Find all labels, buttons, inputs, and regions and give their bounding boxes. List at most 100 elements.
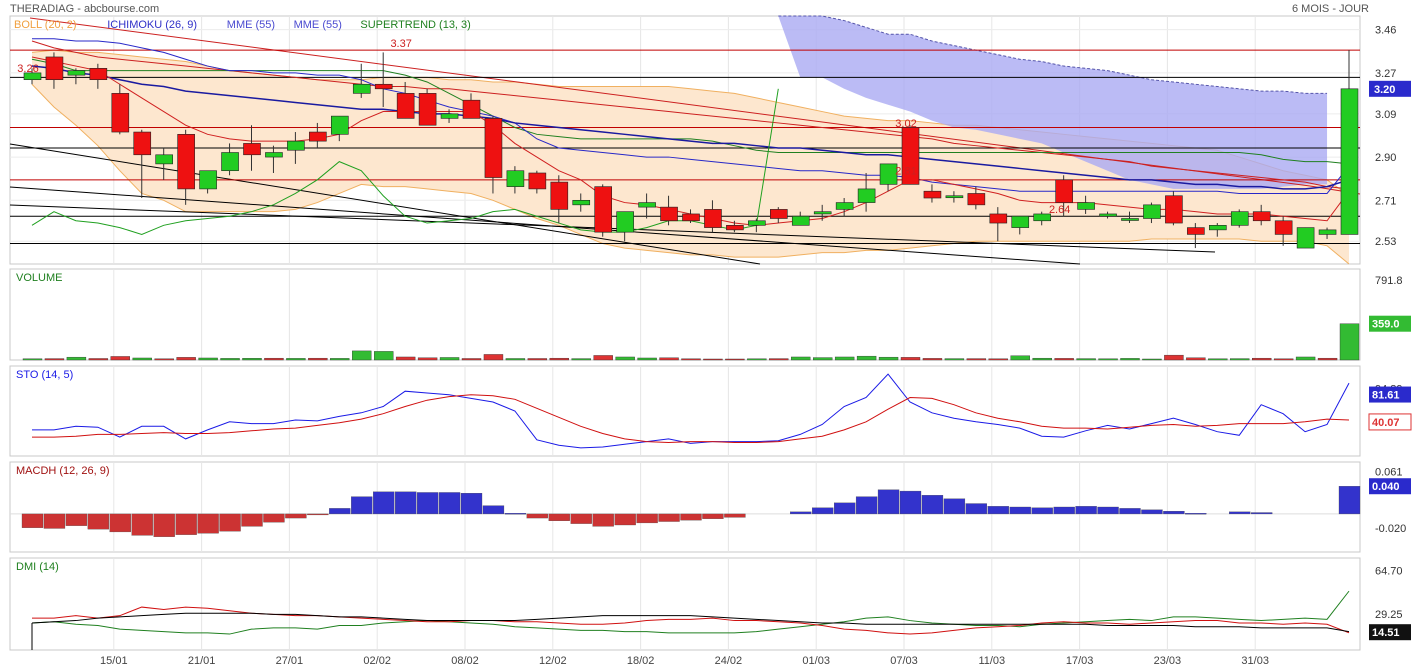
volume-bar (417, 357, 438, 361)
candle-body (791, 215, 810, 226)
macd-histogram-bar (570, 513, 592, 524)
x-tick-label: 02/02 (363, 655, 391, 667)
panel-frame-macd (9, 461, 1361, 553)
macd-histogram-bar (548, 513, 570, 521)
macd-histogram-bar (1097, 506, 1119, 515)
macd-badge (1369, 478, 1411, 495)
volume-bar (791, 356, 811, 361)
volume-bar (242, 358, 262, 361)
x-tick-label: 01/03 (802, 655, 830, 667)
y-tick-label: 64.70 (1375, 566, 1403, 578)
volume-bar (813, 357, 833, 361)
volume-bar (703, 358, 723, 361)
trendline-3 (9, 204, 1216, 253)
macd-histogram-bar (329, 508, 351, 515)
candle-body (177, 134, 195, 190)
y-tick-label: -0.020 (1375, 523, 1406, 535)
candle-body (638, 202, 656, 208)
candle-body (923, 190, 942, 199)
volume-bar (154, 358, 174, 361)
macd-histogram-bar (416, 492, 439, 515)
panel-frame-volume (9, 268, 1361, 361)
volume-bar (132, 357, 152, 361)
candle-body (769, 209, 788, 219)
volume-bar (1142, 358, 1162, 361)
y-tick-label: 2.90 (1375, 152, 1396, 164)
macd-histogram-bar (109, 513, 131, 533)
volume-bar (1032, 357, 1052, 361)
sto-badge (1369, 386, 1411, 403)
y-tick-label: 2.53 (1375, 236, 1396, 248)
macd-histogram-bar (790, 511, 812, 515)
macd-histogram-bar (21, 513, 44, 528)
candle-body (133, 131, 152, 156)
candle-body (967, 193, 986, 206)
volume-bar (110, 356, 131, 361)
candle-body (45, 56, 64, 81)
sto-badge (1368, 413, 1412, 431)
macd-histogram-bar (965, 503, 987, 515)
sto-line-1 (32, 394, 1350, 444)
macd-histogram-bar (724, 513, 746, 518)
indicator-legend-label: MME (55) (227, 19, 275, 31)
last-price-badge (1369, 80, 1411, 97)
volume-bar (681, 358, 701, 361)
chart-period-label: 6 MOIS - JOUR (1291, 3, 1369, 15)
candle-body (89, 68, 108, 81)
y-tick-label: 791.8 (1375, 275, 1403, 287)
macd-histogram-bar (482, 505, 505, 515)
candle-body (616, 211, 634, 233)
x-tick-label: 31/03 (1241, 655, 1269, 667)
volume-bar (330, 358, 350, 361)
candle-body (484, 118, 503, 178)
volume-bar (615, 356, 635, 361)
volume-bar (769, 358, 789, 361)
indicator-legend-label: BOLL (20, 2) (14, 19, 77, 31)
macd-histogram-bar (943, 498, 966, 515)
candle-body (265, 152, 283, 158)
bollinger-band-fill (32, 50, 1349, 264)
x-tick-label: 23/03 (1154, 655, 1182, 667)
macd-histogram-bar (307, 513, 329, 516)
volume-bar (988, 358, 1008, 361)
price-annotation: 3.02 (895, 118, 916, 130)
panel-frame-sto (9, 365, 1361, 457)
macd-last-label: 0.040 (1372, 481, 1400, 493)
macd-histogram-bar (877, 489, 900, 515)
candle-body (374, 83, 393, 90)
volume-bar (571, 358, 591, 361)
indicator-legend-label: SUPERTREND (13, 3) (360, 19, 470, 31)
ichimoku-span-a (778, 15, 1328, 94)
volume-bar (308, 357, 328, 361)
x-tick-label: 11/03 (978, 655, 1005, 667)
candle-body (330, 115, 349, 135)
dmi-last-label: 14.51 (1372, 627, 1400, 639)
macd-histogram-bar (1185, 513, 1207, 515)
candle-body (704, 209, 722, 228)
volume-bar (66, 356, 87, 361)
macd-histogram-bar (658, 513, 680, 522)
candle-body (506, 170, 525, 187)
candle-body (594, 186, 613, 233)
candle-body (155, 154, 173, 165)
y-tick-label: 2.71 (1375, 195, 1396, 207)
x-tick-label: 18/02 (627, 655, 655, 667)
dmi-line-0 (31, 590, 1350, 635)
macd-histogram-bar (87, 513, 109, 530)
volume-bar (1317, 357, 1338, 361)
volume-bar (44, 358, 65, 361)
x-tick-label: 12/02 (539, 655, 567, 667)
candle-body (989, 213, 1008, 224)
macd-histogram-bar (263, 513, 285, 523)
candle-body (879, 163, 898, 185)
candle-body (945, 195, 964, 199)
candle-body (440, 113, 459, 119)
candle-body (243, 143, 261, 156)
mme-long-line (31, 40, 1350, 190)
candle-body (660, 206, 678, 222)
volume-bar (856, 355, 877, 361)
volume-bar (1098, 358, 1118, 361)
candle-body (726, 225, 744, 231)
volume-bar (747, 358, 767, 361)
x-tick-label: 15/01 (100, 655, 128, 667)
